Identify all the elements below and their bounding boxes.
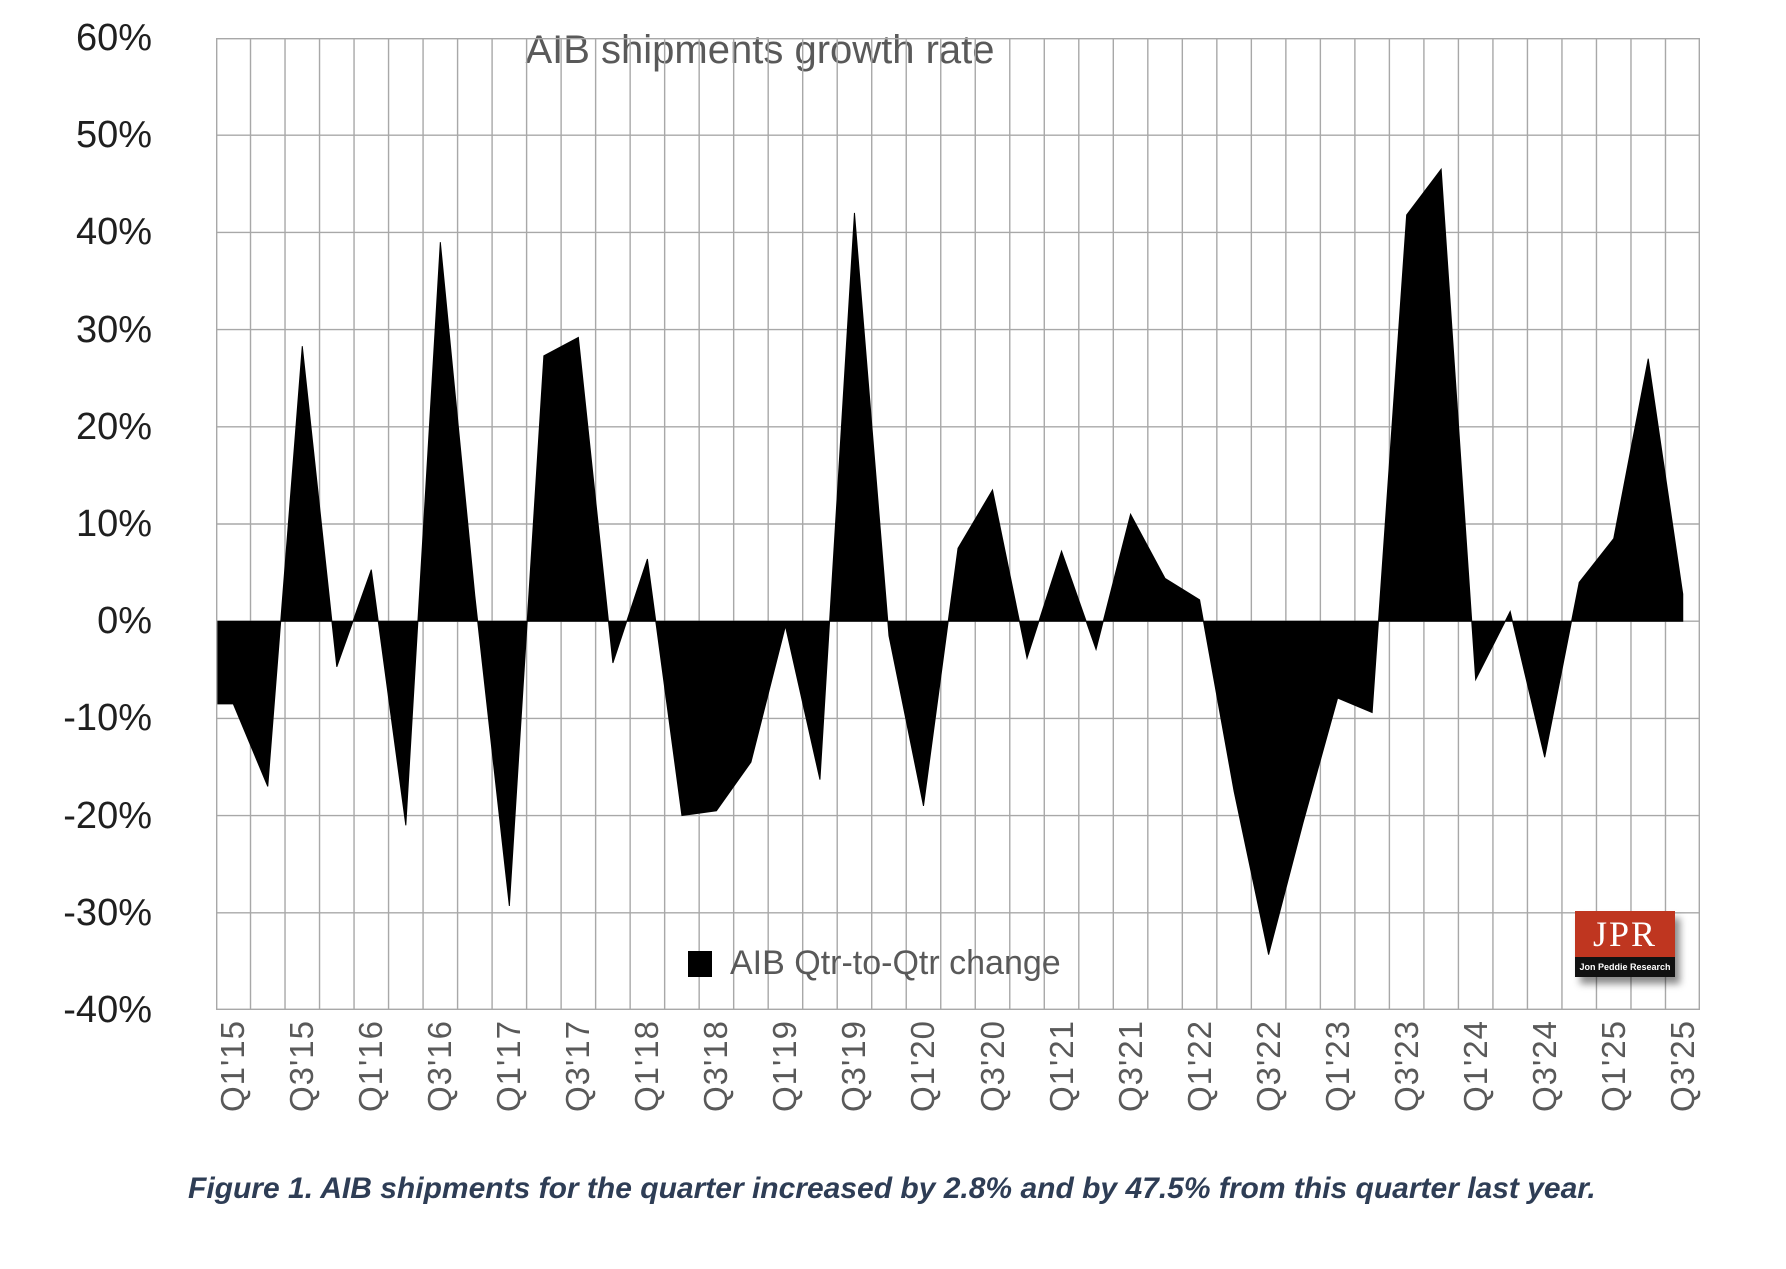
- x-tick-label: Q1'16: [352, 1020, 390, 1113]
- y-tick-label: -30%: [63, 891, 152, 934]
- jpr-logo-subtext: Jon Peddie Research: [1579, 962, 1671, 972]
- legend-marker-icon: [688, 950, 712, 977]
- y-tick-label: 10%: [75, 503, 152, 545]
- y-tick-label: 40%: [75, 211, 152, 254]
- chart-title: AIB shipments growth rate: [525, 28, 995, 72]
- x-tick-label: Q1'22: [1180, 1020, 1218, 1113]
- plot-area: [216, 38, 1700, 1010]
- x-tick-label: Q3'20: [973, 1020, 1011, 1113]
- x-tick-label: Q1'19: [766, 1020, 804, 1113]
- y-tick-label: -20%: [63, 794, 152, 837]
- y-tick-label: 60%: [75, 17, 152, 59]
- legend-label: AIB Qtr-to-Qtr change: [730, 944, 1061, 982]
- x-tick-label: Q1'25: [1594, 1020, 1632, 1113]
- jpr-logo-bottom: Jon Peddie Research: [1575, 957, 1675, 977]
- x-tick-label: Q3'21: [1111, 1020, 1149, 1113]
- x-tick-label: Q1'15: [214, 1020, 252, 1113]
- x-tick-label: Q1'24: [1456, 1020, 1494, 1113]
- jpr-logo: JPR Jon Peddie Research: [1575, 911, 1675, 977]
- x-tick-label: Q3'15: [283, 1020, 321, 1113]
- y-tick-label: 50%: [75, 114, 152, 157]
- y-tick-label: 30%: [75, 308, 152, 351]
- figure-caption: Figure 1. AIB shipments for the quarter …: [188, 1172, 1596, 1205]
- x-tick-label: Q1'20: [904, 1020, 942, 1113]
- x-tick-label: Q3'16: [421, 1020, 459, 1113]
- x-tick-label: Q3'19: [835, 1020, 873, 1113]
- x-tick-label: Q1'18: [628, 1020, 666, 1113]
- y-tick-label: 20%: [75, 405, 152, 448]
- x-tick-label: Q3'22: [1249, 1020, 1287, 1113]
- y-tick-label: -40%: [63, 989, 152, 1031]
- y-tick-label: 0%: [97, 600, 152, 643]
- x-tick-label: Q3'25: [1663, 1020, 1701, 1113]
- legend: AIB Qtr-to-Qtr change: [688, 944, 1061, 983]
- x-tick-label: Q1'21: [1042, 1020, 1080, 1113]
- x-tick-label: Q3'17: [559, 1020, 597, 1113]
- y-tick-label: -10%: [63, 697, 152, 740]
- x-tick-label: Q3'24: [1525, 1020, 1563, 1113]
- jpr-logo-text: JPR: [1592, 914, 1658, 954]
- x-tick-label: Q1'23: [1318, 1020, 1356, 1113]
- x-tick-label: Q1'17: [490, 1020, 528, 1113]
- jpr-logo-top: JPR: [1575, 911, 1675, 957]
- x-tick-label: Q3'18: [697, 1020, 735, 1113]
- x-tick-label: Q3'23: [1387, 1020, 1425, 1113]
